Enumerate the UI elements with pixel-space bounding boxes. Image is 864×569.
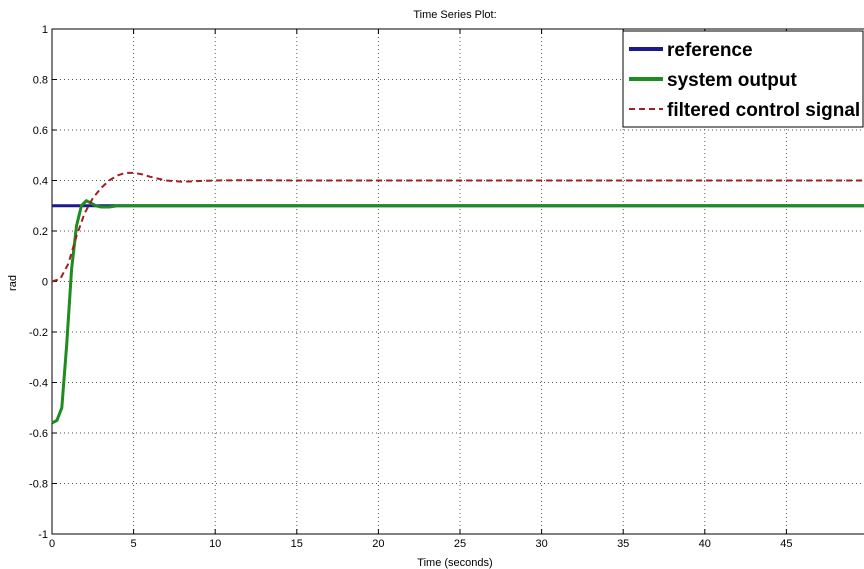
x-tick-label: 10 <box>209 538 221 550</box>
x-tick-label: 15 <box>291 538 303 550</box>
x-tick-label: 20 <box>372 538 384 550</box>
y-tick-label: -0.4 <box>29 378 48 390</box>
series-line-system-output <box>51 199 864 425</box>
series-lines <box>51 171 864 425</box>
x-axis-label: Time (seconds) <box>417 557 492 569</box>
y-axis-label: rad <box>7 275 19 291</box>
y-tick-label: 0 <box>42 277 48 289</box>
legend: reference system output filtered control s… <box>622 30 864 128</box>
series-line-filtered-control-signal <box>51 171 864 283</box>
y-tick-label: 0.4 <box>33 176 48 188</box>
legend-label: reference <box>667 40 753 61</box>
y-tick-label: 0.6 <box>33 125 48 137</box>
y-tick-label: -0.8 <box>29 479 48 491</box>
grid <box>52 29 864 534</box>
x-tick-label: 40 <box>699 538 711 550</box>
x-tick-label: 25 <box>454 538 466 550</box>
y-tick-label: 0.8 <box>33 75 48 87</box>
y-tick-label: -0.2 <box>29 327 48 339</box>
chart-title: Time Series Plot: <box>413 9 496 21</box>
x-tick-label: 35 <box>617 538 629 550</box>
y-tick-label: 1 <box>42 24 48 36</box>
x-tick-label: 0 <box>49 538 55 550</box>
y-tick-label: 0.2 <box>33 226 48 238</box>
x-tick-label: 45 <box>780 538 792 550</box>
x-tick-label: 5 <box>131 538 137 550</box>
x-tick-label: 30 <box>535 538 547 550</box>
legend-label: system output <box>667 70 798 91</box>
y-axis: -1 -0.8 -0.6 -0.4 -0.2 0 0.2 0.4 0.6 0.8 1 <box>29 24 57 541</box>
y-tick-label: -0.6 <box>29 428 48 440</box>
x-axis: 0510152025303540455 <box>49 29 793 550</box>
y-tick-label: -1 <box>38 529 48 541</box>
legend-label: filtered control signal <box>667 100 860 121</box>
